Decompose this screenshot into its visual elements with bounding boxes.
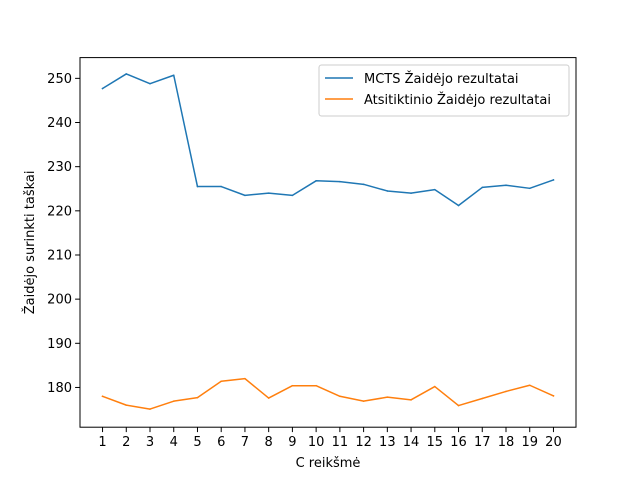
x-tick-label: 6 xyxy=(217,435,225,450)
data-point xyxy=(220,185,223,188)
x-tick-label: 7 xyxy=(241,435,249,450)
data-point xyxy=(149,408,151,410)
y-tick-label: 240 xyxy=(47,116,72,131)
data-point xyxy=(457,204,460,207)
data-point xyxy=(267,192,270,194)
data-point xyxy=(410,192,412,194)
data-point xyxy=(196,396,199,399)
y-tick-label: 180 xyxy=(47,381,72,396)
x-axis-label: C reikšmė xyxy=(296,456,361,471)
x-tick-label: 15 xyxy=(427,435,444,450)
data-point xyxy=(172,400,175,402)
data-point xyxy=(552,395,555,397)
y-tick-label: 250 xyxy=(47,72,72,87)
x-tick-label: 1 xyxy=(98,435,106,450)
legend-label: Atsitiktinio Žaidėjo rezultatai xyxy=(364,92,551,108)
y-tick-label: 190 xyxy=(47,337,72,352)
data-point xyxy=(528,187,531,190)
data-point xyxy=(457,404,460,407)
x-tick-label: 11 xyxy=(332,435,349,450)
data-point xyxy=(528,384,531,387)
series-line-1 xyxy=(101,73,555,207)
x-tick-label: 2 xyxy=(122,435,130,450)
data-point xyxy=(315,384,317,387)
x-tick-label: 19 xyxy=(521,435,538,450)
x-tick-label: 16 xyxy=(450,435,467,450)
data-point xyxy=(291,194,294,197)
data-point xyxy=(315,180,317,182)
plot-frame xyxy=(79,57,577,428)
data-point xyxy=(552,179,555,181)
x-tick-label: 12 xyxy=(355,435,372,450)
data-point xyxy=(220,380,223,383)
data-point xyxy=(125,73,128,75)
data-point xyxy=(410,399,412,401)
data-point xyxy=(339,180,341,183)
x-tick-label: 13 xyxy=(379,435,396,450)
y-tick-label: 220 xyxy=(47,204,72,219)
x-tick-label: 8 xyxy=(265,435,273,450)
legend-label: MCTS Žaidėjo rezultatai xyxy=(364,71,519,87)
x-tick-label: 10 xyxy=(308,435,325,450)
y-tick-label: 200 xyxy=(47,293,72,308)
y-tick-label: 230 xyxy=(47,160,72,175)
data-point xyxy=(244,194,246,197)
data-point xyxy=(386,190,389,192)
data-point xyxy=(481,397,484,400)
x-tick-label: 18 xyxy=(498,435,515,450)
x-tick-label: 9 xyxy=(288,435,296,450)
data-point xyxy=(172,74,175,77)
data-point xyxy=(339,395,341,398)
y-axis: 180 190 200 210 220 230 240 250 xyxy=(47,72,80,396)
data-point xyxy=(386,396,389,398)
x-tick-label: 20 xyxy=(545,435,562,450)
data-point xyxy=(433,385,436,388)
x-tick-label: 4 xyxy=(170,435,178,450)
data-point xyxy=(362,400,365,402)
data-point xyxy=(267,397,270,399)
series-layer xyxy=(101,73,555,410)
data-point xyxy=(244,377,246,380)
x-tick-label: 5 xyxy=(193,435,201,450)
data-point xyxy=(149,82,151,85)
x-tick-label: 17 xyxy=(474,435,491,450)
legend-box xyxy=(318,64,570,117)
y-tick-label: 210 xyxy=(47,248,72,263)
data-point xyxy=(481,186,484,189)
y-axis-label: Žaidėjo surinkti taškai xyxy=(22,171,38,315)
data-point xyxy=(101,87,104,90)
data-point xyxy=(433,188,436,191)
x-axis: 1 2 3 4 5 6 7 8 9 10 11 12 13 14 15 16 17 18 19 20 xyxy=(98,427,562,450)
legend: MCTS Žaidėjo rezultatai Atsitiktinio Žaid… xyxy=(318,64,570,117)
data-point xyxy=(125,404,128,406)
data-point xyxy=(505,184,507,187)
series-line-2 xyxy=(101,377,555,410)
x-tick-label: 3 xyxy=(146,435,154,450)
data-point xyxy=(101,395,104,398)
x-tick-label: 14 xyxy=(403,435,420,450)
data-point xyxy=(291,384,294,387)
data-point xyxy=(196,185,199,188)
data-point xyxy=(505,390,507,393)
data-point xyxy=(362,183,365,186)
